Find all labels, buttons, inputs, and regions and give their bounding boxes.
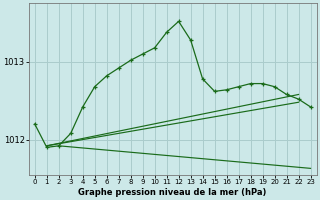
X-axis label: Graphe pression niveau de la mer (hPa): Graphe pression niveau de la mer (hPa) [78, 188, 267, 197]
